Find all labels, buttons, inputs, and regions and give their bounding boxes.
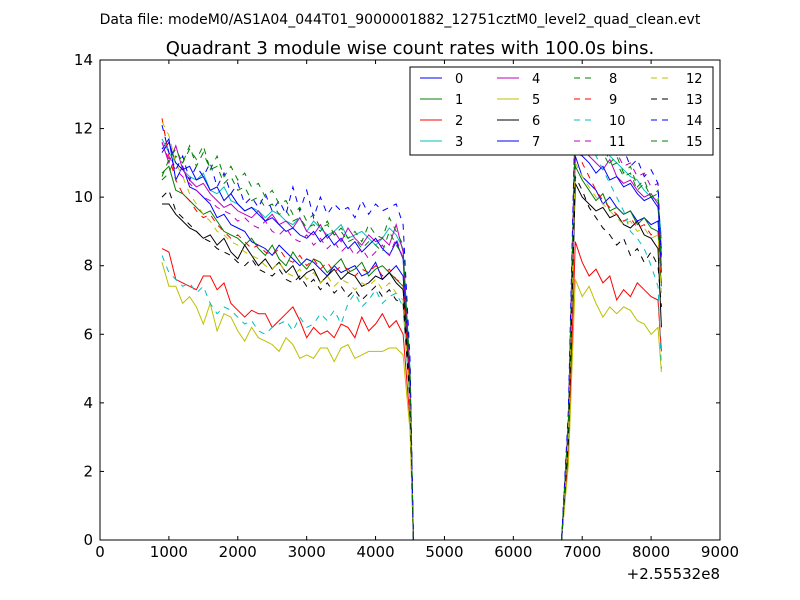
x-tick-label: 1000	[150, 543, 188, 561]
legend-label-15: 15	[686, 135, 703, 150]
legend-label-8: 8	[609, 72, 617, 87]
legend-label-0: 0	[455, 72, 463, 87]
x-tick-label: 9000	[701, 543, 739, 561]
series-line-5	[161, 262, 662, 541]
legend-label-1: 1	[455, 93, 463, 108]
series-line-6	[162, 183, 662, 541]
plot-frame	[99, 59, 721, 541]
legend-label-9: 9	[609, 93, 617, 108]
series-line-2	[161, 241, 662, 541]
legend-label-7: 7	[532, 135, 540, 150]
legend-label-11: 11	[609, 135, 626, 150]
x-tick-label: 8000	[632, 543, 670, 561]
legend-label-14: 14	[686, 114, 703, 129]
y-tick-label: 2	[83, 462, 93, 480]
y-tick-label: 4	[83, 394, 93, 412]
series-line-0	[161, 137, 662, 541]
legend-label-4: 4	[532, 72, 540, 87]
x-tick-label: 7000	[563, 543, 601, 561]
legend-label-13: 13	[686, 93, 703, 108]
series-line-12	[161, 121, 662, 541]
y-tick-label: 14	[74, 51, 93, 69]
series-line-1	[161, 165, 662, 541]
legend-label-5: 5	[532, 93, 540, 108]
x-tick-label: 5000	[425, 543, 463, 561]
x-axis-offset-label: +2.55532e8	[627, 565, 720, 583]
legend-label-12: 12	[686, 72, 703, 87]
series-line-13	[161, 176, 662, 541]
x-tick-label: 0	[95, 543, 105, 561]
x-tick-label: 4000	[356, 543, 394, 561]
chart-title: Quadrant 3 module wise count rates with …	[166, 38, 655, 59]
series-line-11	[161, 111, 662, 541]
legend-box	[409, 66, 714, 156]
legend-label-2: 2	[455, 114, 463, 129]
figure-suptitle: Data file: modeM0/AS1A04_044T01_90000018…	[100, 12, 701, 28]
x-tick-label: 6000	[494, 543, 532, 561]
y-tick-label: 8	[83, 257, 93, 275]
y-tick-label: 6	[83, 325, 93, 343]
legend-label-3: 3	[455, 135, 463, 150]
x-tick-label: 2000	[219, 543, 257, 561]
y-tick-label: 10	[74, 188, 93, 206]
series-line-7	[161, 141, 662, 541]
y-tick-label: 12	[74, 120, 93, 138]
legend-label-6: 6	[532, 114, 540, 129]
y-tick-label: 0	[83, 531, 93, 549]
series-line-15	[161, 128, 662, 541]
x-tick-label: 3000	[288, 543, 326, 561]
tick-layer: 0 1000 2000 3000 4000 5000 6000 7000 8000 9000 0 2 4…	[74, 51, 739, 561]
legend-label-10: 10	[609, 114, 626, 129]
